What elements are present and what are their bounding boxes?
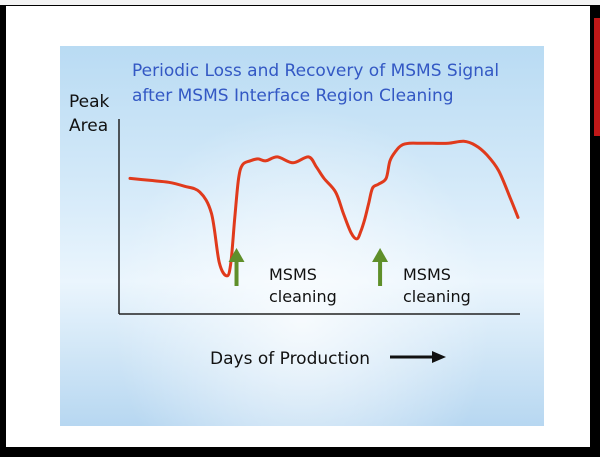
chart-slide: Periodic Loss and Recovery of MSMS Signa…: [60, 46, 544, 426]
red-accent-bar: [594, 18, 600, 136]
plot-area: [118, 119, 520, 363]
annotation-label-1: MSMS cleaning: [269, 265, 337, 306]
y-axis-label: Peak Area: [69, 92, 110, 136]
peak-area-curve: [128, 139, 520, 278]
chart-title: Periodic Loss and Recovery of MSMS Signa…: [132, 61, 500, 106]
direction-arrow: [390, 351, 446, 363]
x-axis-label: Days of Production: [210, 349, 371, 369]
annotation-arrows: [228, 248, 389, 286]
right-arrow-head: [432, 351, 446, 363]
top-strip: [0, 0, 600, 5]
up-arrow-head: [372, 248, 389, 262]
screen-area: Periodic Loss and Recovery of MSMS Signa…: [6, 6, 590, 447]
annotation-label-2: MSMS cleaning: [403, 265, 471, 306]
up-arrow-head: [228, 248, 245, 262]
